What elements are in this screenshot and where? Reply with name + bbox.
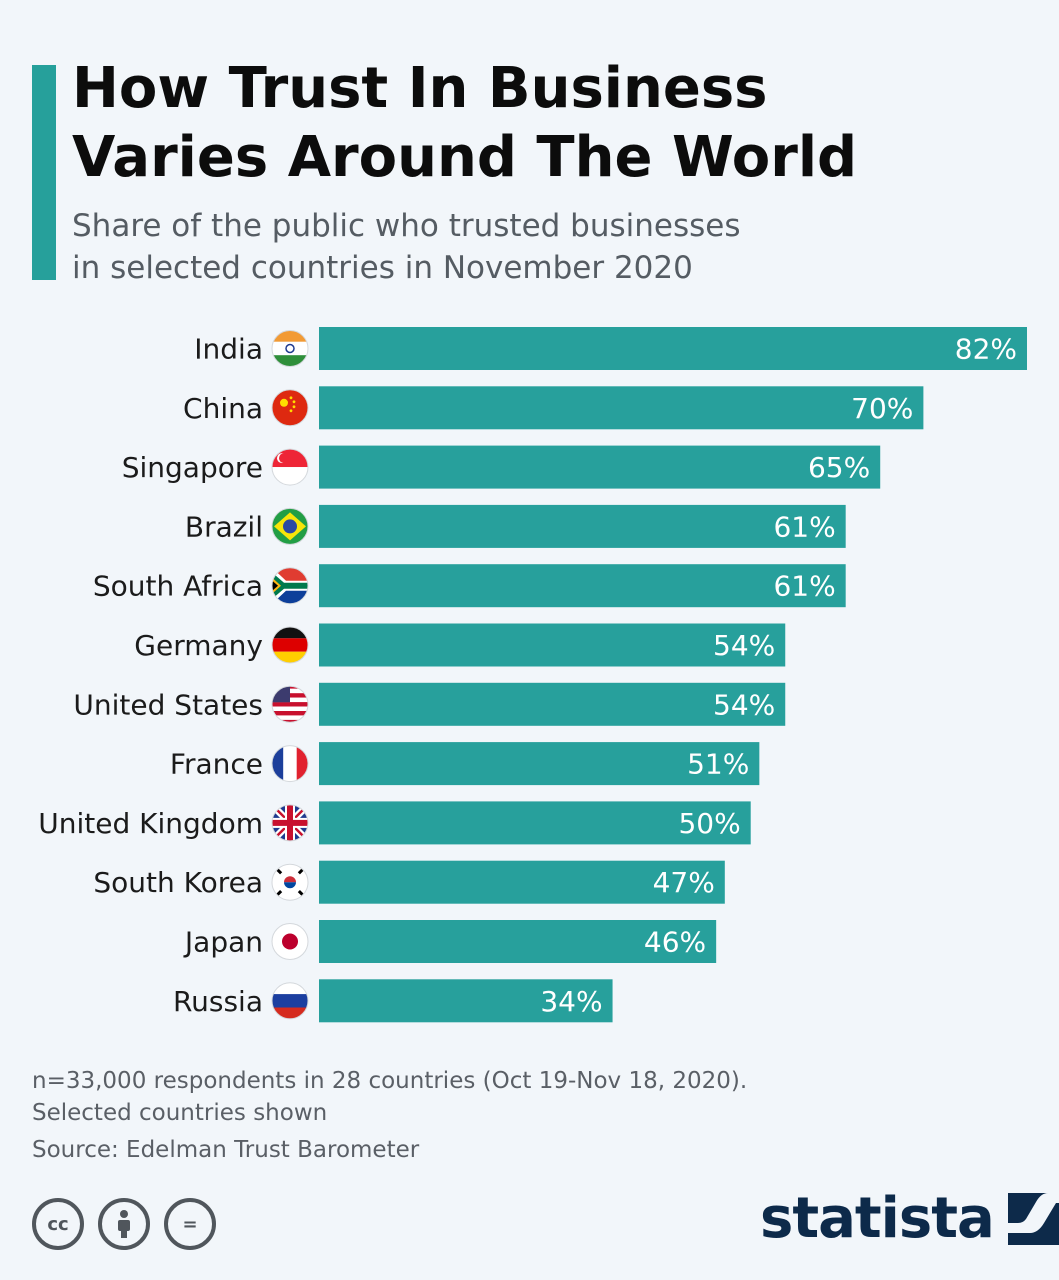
bar-india	[319, 327, 1027, 370]
bar-south-korea	[319, 860, 725, 904]
category-label: Germany	[134, 629, 263, 662]
united-kingdom-flag-icon	[271, 804, 309, 842]
no-derivatives-icon[interactable]: =	[164, 1198, 216, 1250]
value-label: 65%	[808, 451, 870, 484]
category-label: India	[194, 333, 263, 366]
germany-flag-icon	[271, 626, 309, 664]
category-label: Brazil	[185, 510, 263, 543]
value-label: 54%	[713, 688, 775, 721]
bar-united-kingdom	[319, 801, 751, 845]
source-line: Source: Edelman Trust Barometer	[32, 1137, 420, 1163]
person-icon	[118, 1210, 130, 1238]
category-label: South Africa	[93, 570, 263, 603]
category-label: United Kingdom	[38, 807, 263, 840]
title-line-1: How Trust In Business	[72, 56, 768, 121]
bar-brazil	[319, 504, 846, 548]
attribution-icon[interactable]	[98, 1198, 150, 1250]
category-label: France	[170, 748, 263, 781]
south-korea-flag-icon	[271, 863, 309, 901]
value-label: 70%	[851, 392, 913, 425]
bar-germany	[319, 623, 786, 667]
subtitle-line-2: in selected countries in November 2020	[72, 250, 693, 286]
india-flag-icon	[271, 330, 309, 367]
bar-south-africa	[319, 564, 846, 608]
note-line-1: n=33,000 respondents in 28 countries (Oc…	[32, 1068, 748, 1094]
statista-logo[interactable]: statista	[760, 1186, 1059, 1251]
bar-united-states	[319, 682, 786, 726]
united-states-flag-icon	[271, 685, 309, 723]
footnotes: n=33,000 respondents in 28 countries (Oc…	[32, 1065, 932, 1166]
title-line-2: Varies Around The World	[72, 125, 858, 190]
creative-commons-icon[interactable]: cc	[32, 1198, 84, 1250]
license-icons: cc =	[32, 1198, 216, 1250]
brazil-flag-icon	[271, 507, 309, 545]
value-label: 82%	[955, 333, 1017, 366]
south-africa-flag-icon	[271, 567, 309, 605]
value-label: 34%	[540, 985, 602, 1018]
value-label: 46%	[644, 926, 706, 959]
bar-japan	[319, 920, 717, 963]
value-label: 61%	[773, 510, 835, 543]
page-subtitle: Share of the public who trusted business…	[72, 205, 972, 289]
cc-icon-label: cc	[47, 1213, 69, 1235]
statista-logo-mark-icon	[1007, 1192, 1059, 1245]
japan-flag-icon	[271, 923, 309, 960]
singapore-flag-icon	[271, 448, 309, 486]
value-label: 50%	[678, 807, 740, 840]
category-label: Japan	[183, 926, 263, 959]
category-label: Singapore	[122, 451, 263, 484]
value-label: 51%	[687, 748, 749, 781]
note-line-2: Selected countries shown	[32, 1100, 328, 1126]
russia-flag-icon	[271, 982, 309, 1020]
category-label: South Korea	[93, 866, 263, 899]
china-flag-icon	[271, 389, 309, 427]
page-title: How Trust In Business Varies Around The …	[72, 54, 1032, 192]
france-flag-icon	[271, 745, 309, 783]
nd-icon-label: =	[182, 1213, 198, 1235]
subtitle-line-1: Share of the public who trusted business…	[72, 208, 741, 244]
value-label: 61%	[773, 570, 835, 603]
bar-russia	[319, 979, 613, 1023]
category-label: China	[183, 392, 263, 425]
title-accent-bar	[32, 65, 56, 280]
category-label: United States	[73, 688, 263, 721]
value-label: 47%	[653, 866, 715, 899]
bar-chart: 82% India 70% China 65% Singapore 61% Brazil 61%…	[38, 327, 1027, 1023]
statista-logo-text: statista	[760, 1186, 995, 1251]
bar-singapore	[319, 445, 881, 489]
category-label: Russia	[173, 985, 263, 1018]
bar-france	[319, 742, 760, 786]
value-label: 54%	[713, 629, 775, 662]
bar-china	[319, 386, 924, 430]
